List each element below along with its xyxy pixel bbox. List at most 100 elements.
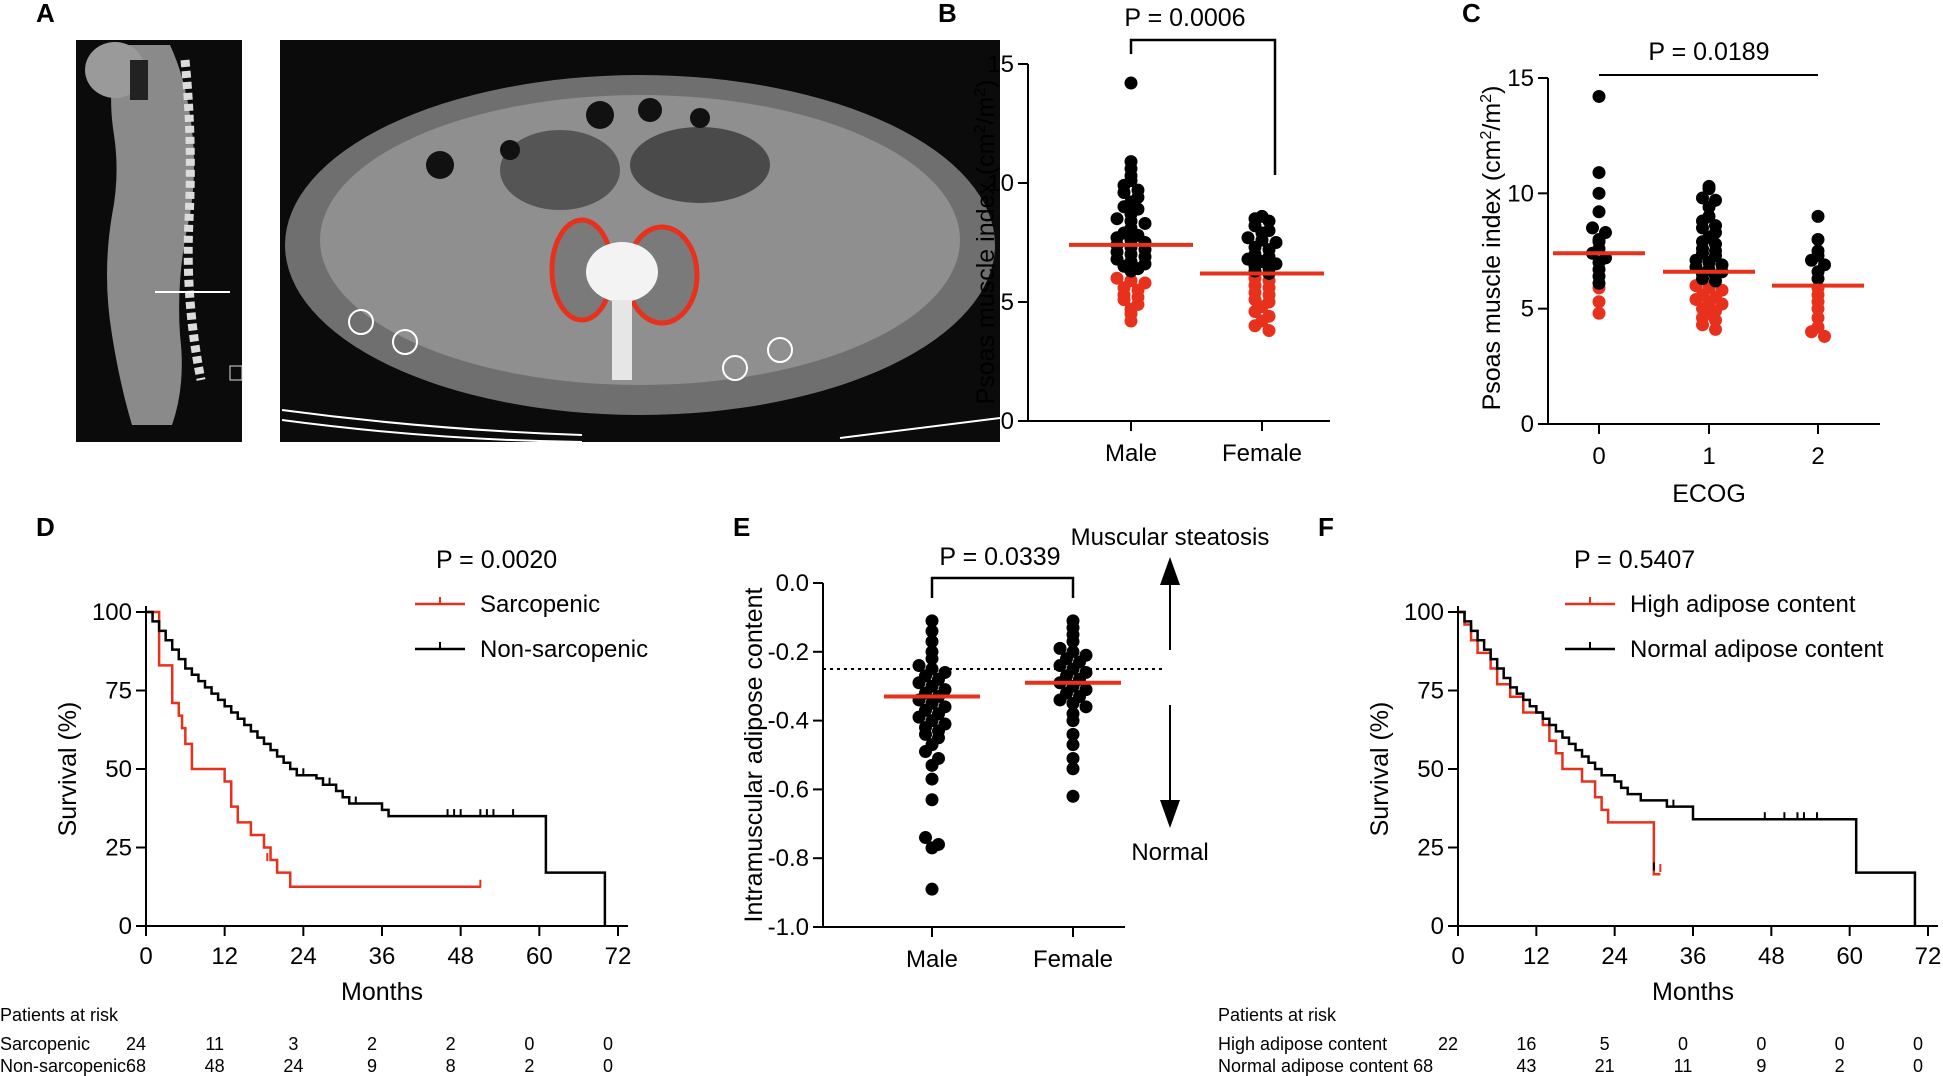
y-tick-label: 5 — [1521, 296, 1534, 323]
data-point — [1269, 236, 1283, 249]
x-tick-label: 48 — [447, 943, 474, 970]
y-tick-label: 50 — [105, 756, 132, 783]
panel-letter-c: C — [1462, 0, 1481, 28]
x-tick-label: 0 — [1451, 943, 1464, 970]
significance-bracket — [930, 576, 1075, 598]
risk-table-value: 22 — [1438, 1034, 1458, 1054]
risk-table-value: 9 — [1756, 1056, 1766, 1076]
data-point — [925, 882, 939, 896]
y-tick-label: 100 — [1404, 599, 1444, 626]
risk-table-value: 11 — [1674, 1056, 1693, 1076]
panel-letter-a: A — [36, 0, 55, 28]
y-tick-label: -1.0 — [768, 914, 809, 941]
data-point-red — [1709, 322, 1722, 336]
y-tick-label: 75 — [105, 678, 132, 705]
risk-table-value: 24 — [283, 1056, 303, 1076]
risk-table-value: 11 — [205, 1034, 224, 1054]
y-tick-label: 0 — [1001, 408, 1014, 435]
data-point — [1241, 231, 1255, 245]
y-axis-label-part: 2 — [972, 88, 989, 97]
data-point-red — [1124, 274, 1138, 288]
legend-label: Sarcopenic — [480, 591, 600, 618]
x-tick-label: Female — [1222, 440, 1302, 467]
risk-table-value: 21 — [1595, 1056, 1615, 1076]
y-axis-label-part: Psoas muscle index (cm — [1478, 139, 1506, 410]
p-value-label: P = 0.0339 — [939, 543, 1060, 571]
data-point-red — [1592, 306, 1606, 320]
data-point — [1696, 191, 1709, 205]
y-tick-label: 75 — [1417, 678, 1444, 705]
x-tick-label: Male — [1105, 440, 1157, 467]
panel-letter-b: B — [938, 0, 957, 28]
data-point — [1066, 789, 1080, 803]
risk-table-value: 43 — [1516, 1056, 1536, 1076]
risk-table-title: Patients at risk — [0, 1005, 119, 1025]
y-tick-label: 10 — [987, 170, 1014, 197]
y-axis-label-part: 2 — [1478, 130, 1495, 139]
x-tick-label: 12 — [1523, 943, 1550, 970]
data-point — [1811, 232, 1825, 246]
data-point — [1066, 751, 1080, 765]
risk-table-value: 0 — [603, 1034, 613, 1054]
data-point — [1262, 224, 1276, 238]
data-point — [1592, 89, 1606, 103]
data-point-red — [1715, 283, 1729, 297]
data-point — [1138, 216, 1152, 230]
y-tick-label: 0 — [1431, 913, 1444, 940]
data-point — [1053, 693, 1067, 707]
risk-table-value: 3 — [288, 1034, 298, 1054]
y-tick-label: 0.0 — [776, 570, 809, 597]
survival-curve-0 — [1458, 610, 1661, 876]
risk-table-value: 0 — [524, 1034, 534, 1054]
data-point — [1131, 183, 1145, 197]
y-tick-label: 50 — [1417, 756, 1444, 783]
y-axis-label: Survival (%) — [1366, 702, 1394, 837]
data-point — [1811, 209, 1825, 223]
panel-letter-f: F — [1318, 512, 1334, 542]
data-point — [1592, 166, 1606, 180]
y-tick-label: 0 — [119, 913, 132, 940]
y-tick-label: 15 — [1507, 65, 1534, 92]
risk-table-value: 16 — [1516, 1034, 1536, 1054]
data-point — [925, 793, 939, 807]
data-point-red — [1138, 276, 1152, 290]
y-axis-label-part: /m — [972, 97, 1000, 125]
x-tick-label: 48 — [1758, 943, 1785, 970]
y-axis-label-part: /m — [1478, 103, 1506, 131]
data-point-red — [1262, 309, 1276, 323]
data-point — [912, 710, 926, 724]
risk-table-value: 48 — [205, 1056, 225, 1076]
risk-table-value: 2 — [446, 1034, 456, 1054]
risk-table-value: 9 — [367, 1056, 377, 1076]
data-point — [925, 758, 939, 772]
data-point — [919, 745, 932, 759]
y-tick-label: 100 — [92, 599, 132, 626]
y-axis-label: Intramuscular adipose content — [740, 587, 768, 922]
panel-letter-d: D — [36, 512, 55, 542]
x-tick-label: 72 — [605, 943, 632, 970]
data-point — [1709, 219, 1722, 233]
risk-table-value: 0 — [1678, 1034, 1688, 1054]
risk-table-title: Patients at risk — [1218, 1005, 1337, 1025]
y-tick-label: 25 — [105, 835, 132, 862]
y-axis-label-part: ) — [1478, 86, 1506, 94]
data-point — [925, 841, 939, 855]
panel-d: D 0 25 50 75 100 0 12 24 36 48 60 72 Months Survival … — [0, 512, 648, 1076]
risk-table-value: 0 — [603, 1056, 613, 1076]
data-point-red — [1592, 295, 1606, 309]
x-tick-label: 72 — [1915, 943, 1942, 970]
ct-axial-image — [280, 40, 1001, 443]
risk-table-value: 2 — [1835, 1056, 1845, 1076]
risk-table-value: 8 — [446, 1056, 456, 1076]
risk-table-row-label: Sarcopenic — [0, 1034, 90, 1054]
data-point — [1079, 700, 1093, 714]
x-tick-label: 24 — [290, 943, 317, 970]
x-tick-label: 60 — [1836, 943, 1863, 970]
y-tick-label: 5 — [1001, 289, 1014, 316]
y-axis-label-part: 2 — [1478, 94, 1495, 103]
y-tick-label: 15 — [987, 51, 1014, 78]
data-point — [1066, 727, 1080, 741]
